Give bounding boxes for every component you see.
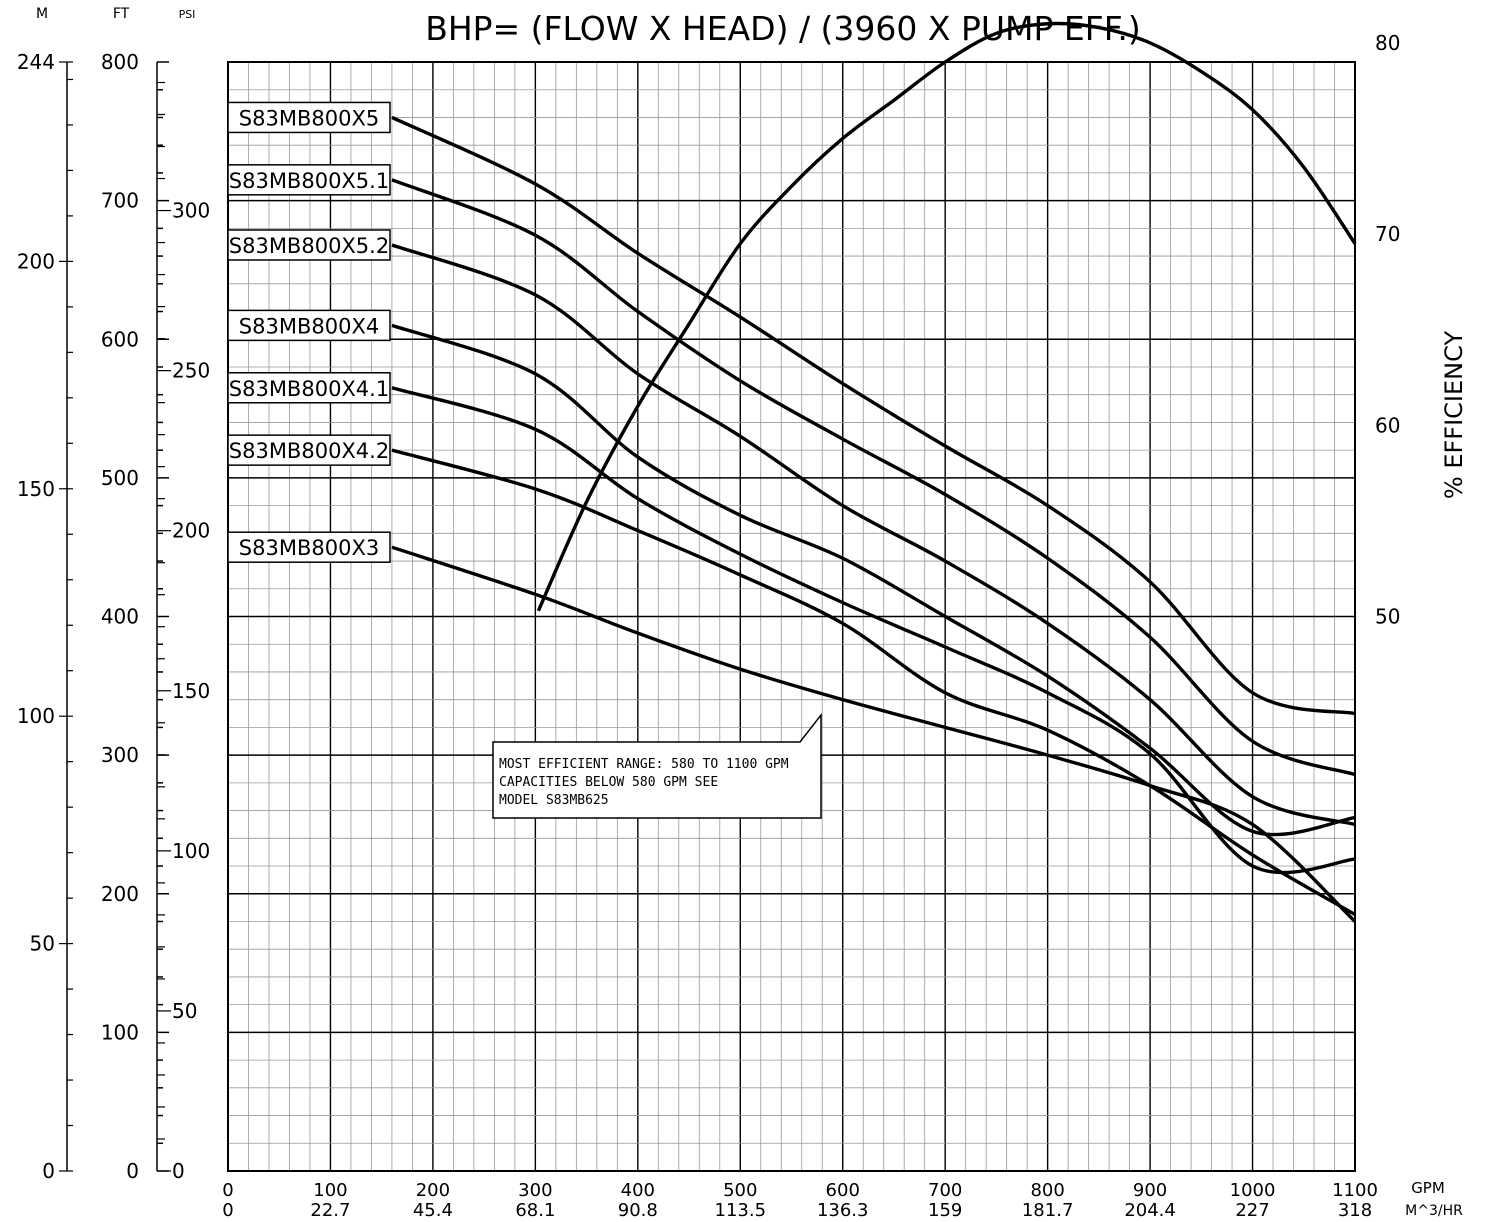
feet-tick-label: 100	[101, 1020, 139, 1044]
x-tick-label-m3hr: 159	[928, 1200, 962, 1221]
feet-tick-label: 200	[101, 882, 139, 906]
curve-label-s83mb800x3: S83MB800X3	[227, 531, 391, 563]
plot-border	[227, 61, 1356, 1172]
x-tick-label-gpm: 0	[222, 1180, 233, 1201]
x-tick-label-m3hr: 45.4	[413, 1200, 453, 1221]
curve-label-text: S83MB800X5	[239, 106, 379, 130]
x-tick-label-gpm: 700	[928, 1180, 962, 1201]
curve-label-box	[227, 164, 391, 196]
curve-label-text: S83MB800X4.2	[229, 439, 389, 463]
head-curve-s83mb800x4-2	[391, 448, 1356, 917]
psi-tick-label: 300	[172, 199, 210, 223]
x-tick-label-m3hr: 113.5	[715, 1200, 767, 1221]
psi-tick-label: 100	[172, 839, 210, 863]
psi-unit-label: PSI	[179, 8, 196, 21]
x-tick-label-gpm: 1000	[1230, 1180, 1276, 1201]
curve-label-box	[227, 229, 391, 261]
curve-label-s83mb800x5-1: S83MB800X5.1	[227, 164, 391, 196]
curve-label-box	[227, 372, 391, 404]
efficiency-tick-label: 50	[1375, 605, 1400, 629]
feet-tick-label: 700	[101, 189, 139, 213]
head-curve-s83mb800x4	[391, 323, 1356, 837]
curve-label-text: S83MB800X5.2	[229, 234, 389, 258]
annotation-callout: MOST EFFICIENT RANGE: 580 TO 1100 GPM CA…	[492, 712, 822, 819]
meters-tick-label: 150	[17, 477, 55, 501]
psi-tick-label: 0	[172, 1159, 185, 1183]
efficiency-tick-label: 80	[1375, 31, 1400, 55]
efficiency-curve	[536, 21, 1357, 612]
curve-label-text: S83MB800X4	[239, 314, 379, 338]
psi-tick-label: 200	[172, 519, 210, 543]
psi-tick-label: 150	[172, 679, 210, 703]
x-tick-label-m3hr: 22.7	[310, 1200, 350, 1221]
x-tick-label-gpm: 600	[826, 1180, 860, 1201]
head-curve-s83mb800x5	[391, 115, 1356, 716]
feet-unit-label: FT	[113, 6, 130, 22]
head-curve-s83mb800x5-1	[391, 178, 1356, 777]
curve-label-text: S83MB800X5.1	[229, 169, 389, 193]
x-tick-label-m3hr: 68.1	[515, 1200, 555, 1221]
curve-label-box	[227, 101, 391, 134]
annotation-line-1: MOST EFFICIENT RANGE: 580 TO 1100 GPM	[499, 757, 789, 772]
curve-label-text: S83MB800X3	[239, 536, 379, 560]
curve-labels: S83MB800X5 S83MB800X5.1 S83MB800X5.2 S83MB8…	[227, 101, 391, 563]
x-tick-label-gpm: 100	[313, 1180, 347, 1201]
x-tick-label-gpm: 500	[723, 1180, 757, 1201]
curve-label-s83mb800x5-2: S83MB800X5.2	[227, 229, 391, 261]
feet-tick-label: 500	[101, 466, 139, 490]
meters-tick-label: 100	[17, 704, 55, 728]
meters-tick-label: 0	[42, 1159, 55, 1183]
x-tick-label-m3hr: 318	[1338, 1200, 1372, 1221]
curve-label-s83mb800x4-1: S83MB800X4.1	[227, 372, 391, 404]
meters-tick-label: 50	[30, 932, 55, 956]
curve-label-s83mb800x4-2: S83MB800X4.2	[227, 434, 391, 466]
efficiency-tick-label: 70	[1375, 222, 1400, 246]
efficiency-tick-label: 60	[1375, 413, 1400, 437]
gpm-unit-label: GPM	[1411, 1179, 1445, 1197]
head-curve-s83mb800x4-1	[391, 386, 1356, 875]
psi-tick-label: 250	[172, 359, 210, 383]
annotation-line-2: CAPACITIES BELOW 580 GPM SEE	[499, 775, 718, 790]
curve-label-s83mb800x5: S83MB800X5	[227, 101, 391, 134]
x-tick-label-m3hr: 181.7	[1022, 1200, 1074, 1221]
annotation-line-3: MODEL S83MB625	[499, 793, 609, 808]
curve-label-s83mb800x4: S83MB800X4	[227, 309, 391, 342]
x-tick-label-gpm: 800	[1030, 1180, 1064, 1201]
meters-tick-label: 200	[17, 249, 55, 273]
x-tick-label-gpm: 400	[621, 1180, 655, 1201]
x-tick-label-m3hr: 0	[222, 1200, 233, 1221]
efficiency-label: % EFFICIENCY	[1440, 331, 1468, 500]
m3hr-unit-label: M^3/HR	[1405, 1203, 1463, 1219]
feet-tick-label: 400	[101, 605, 139, 629]
x-tick-label-gpm: 300	[518, 1180, 552, 1201]
feet-tick-label: 800	[101, 50, 139, 74]
svg-text:% EFFICIENCY: % EFFICIENCY	[1440, 331, 1468, 500]
x-tick-label-gpm: 1100	[1332, 1180, 1378, 1201]
head-curve-s83mb800x3	[391, 545, 1357, 923]
psi-tick-label: 50	[172, 999, 197, 1023]
curve-label-box	[227, 309, 391, 342]
feet-tick-label: 600	[101, 327, 139, 351]
chart-title: BHP= (FLOW X HEAD) / (3960 X PUMP EFF.)	[425, 9, 1141, 48]
x-tick-label-gpm: 900	[1133, 1180, 1167, 1201]
x-tick-label-m3hr: 90.8	[618, 1200, 658, 1221]
curve-label-box	[227, 531, 391, 563]
x-tick-label-m3hr: 204.4	[1124, 1200, 1176, 1221]
x-tick-label-m3hr: 227	[1235, 1200, 1269, 1221]
curve-label-text: S83MB800X4.1	[229, 377, 389, 401]
meters-tick-label: 244	[17, 50, 55, 74]
feet-tick-label: 300	[101, 743, 139, 767]
x-tick-label-gpm: 200	[416, 1180, 450, 1201]
x-tick-label-m3hr: 136.3	[817, 1200, 869, 1221]
head-curve-s83mb800x5-2	[391, 243, 1356, 827]
meters-unit-label: M	[36, 6, 48, 22]
pump-curves	[391, 21, 1357, 923]
curve-label-box	[227, 434, 391, 466]
feet-tick-label: 0	[126, 1159, 139, 1183]
grid	[227, 61, 1356, 1172]
